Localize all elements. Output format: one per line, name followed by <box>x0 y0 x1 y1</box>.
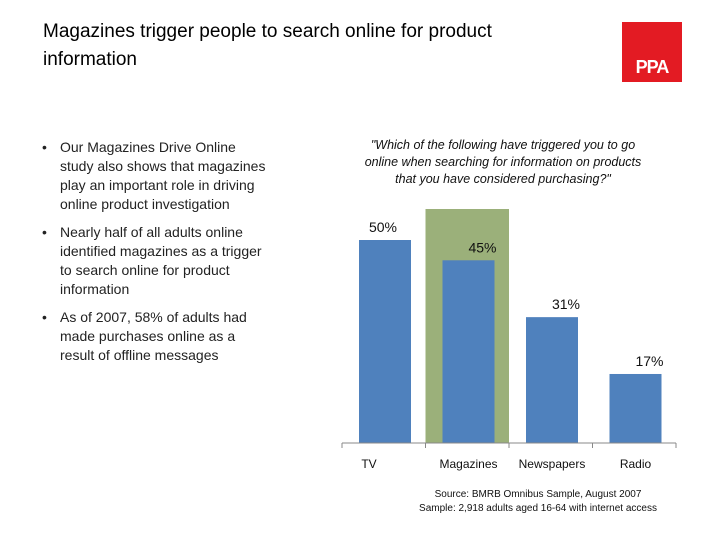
bar-tv <box>359 240 411 443</box>
bar-radio <box>609 373 662 443</box>
bullet-dot: • <box>42 309 47 325</box>
data-label: 17% <box>635 353 663 369</box>
bullet-dot: • <box>42 224 47 240</box>
bullet-text: Our Magazines Drive Online study also sh… <box>60 139 266 212</box>
bullet-item: • Our Magazines Drive Online study also … <box>40 138 270 214</box>
bullet-text: As of 2007, 58% of adults had made purch… <box>60 309 247 363</box>
data-label: 31% <box>552 296 580 312</box>
category-label: Radio <box>620 457 652 471</box>
source-note: Source: BMRB Omnibus Sample, August 2007… <box>398 488 678 516</box>
bullet-dot: • <box>42 139 47 155</box>
category-label: Magazines <box>439 457 497 471</box>
bullet-item: • As of 2007, 58% of adults had made pur… <box>40 308 270 365</box>
source-line: Source: BMRB Omnibus Sample, August 2007 <box>434 489 642 500</box>
data-label: 45% <box>468 239 496 255</box>
bullet-item: • Nearly half of all adults online ident… <box>40 223 270 299</box>
category-label: Newspapers <box>519 457 586 471</box>
slide-title: Magazines trigger people to search onlin… <box>43 21 492 70</box>
bullet-list: • Our Magazines Drive Online study also … <box>40 138 270 374</box>
bullet-text: Nearly half of all adults online identif… <box>60 224 262 297</box>
category-label: TV <box>361 457 376 471</box>
ppa-logo: PPA <box>622 22 682 82</box>
sample-line: Sample: 2,918 adults aged 16-64 with int… <box>419 503 657 514</box>
bar-magazines <box>442 260 495 443</box>
chart-question: "Which of the following have triggered y… <box>364 138 642 186</box>
data-label: 50% <box>369 219 397 235</box>
ppa-logo-text: PPA <box>635 57 670 77</box>
bar-newspapers <box>526 317 578 443</box>
